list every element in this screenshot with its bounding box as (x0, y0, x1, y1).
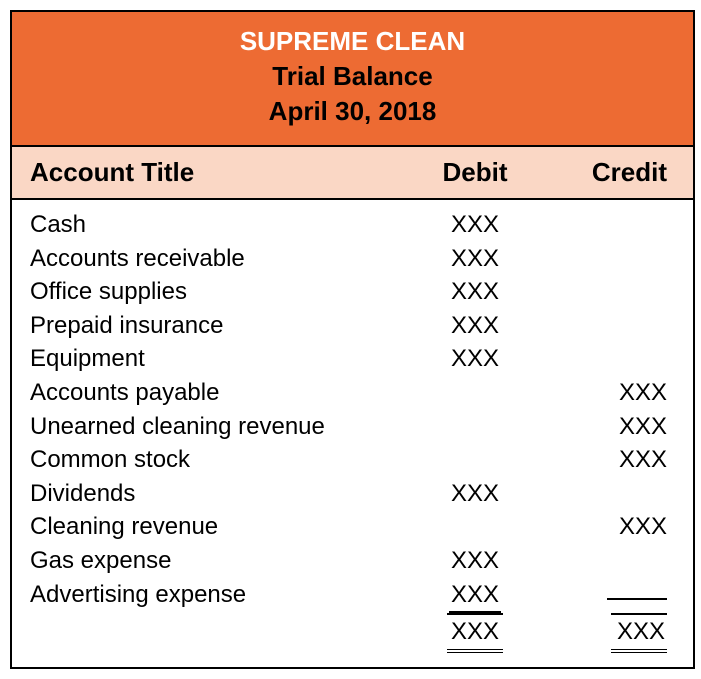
account-title-cell: Cash (12, 208, 400, 242)
totals-title-cell (12, 613, 400, 653)
credit-cell (550, 309, 693, 343)
col-header-credit: Credit (550, 157, 693, 188)
table-row: Accounts payable XXX (12, 376, 693, 410)
rows-body: CashXXXAccounts receivableXXXOffice supp… (12, 200, 693, 667)
totals-debit-cell: XXX (400, 613, 550, 653)
table-row: CashXXX (12, 208, 693, 242)
credit-cell (550, 342, 693, 376)
account-title-cell: Dividends (12, 477, 400, 511)
account-title-cell: Accounts receivable (12, 242, 400, 276)
col-header-debit: Debit (400, 157, 550, 188)
col-header-account: Account Title (12, 157, 400, 188)
debit-cell: XXX (400, 544, 550, 578)
credit-cell (550, 477, 693, 511)
credit-cell (550, 275, 693, 309)
report-title: Trial Balance (22, 61, 683, 92)
credit-cell: XXX (550, 376, 693, 410)
debit-cell: XXX (400, 578, 550, 614)
table-row: Common stock XXX (12, 443, 693, 477)
debit-cell: XXX (400, 242, 550, 276)
table-row: Prepaid insuranceXXX (12, 309, 693, 343)
credit-cell: XXX (550, 443, 693, 477)
debit-cell (400, 376, 550, 410)
account-title-cell: Cleaning revenue (12, 510, 400, 544)
totals-row: XXX XXX (12, 613, 693, 653)
column-headers: Account Title Debit Credit (12, 147, 693, 200)
credit-cell (550, 208, 693, 242)
credit-cell (550, 242, 693, 276)
credit-cell: XXX (550, 510, 693, 544)
table-row: Advertising expense XXX (12, 578, 693, 614)
account-title-cell: Accounts payable (12, 376, 400, 410)
account-title-cell: Common stock (12, 443, 400, 477)
credit-cell (550, 578, 693, 614)
table-row: DividendsXXX (12, 477, 693, 511)
account-title-cell: Office supplies (12, 275, 400, 309)
table-row: Cleaning revenue XXX (12, 510, 693, 544)
debit-cell (400, 510, 550, 544)
debit-cell: XXX (400, 208, 550, 242)
account-title-cell: Equipment (12, 342, 400, 376)
account-title-cell: Prepaid insurance (12, 309, 400, 343)
account-title-cell: Unearned cleaning revenue (12, 410, 400, 444)
report-date: April 30, 2018 (22, 96, 683, 127)
table-row: Office suppliesXXX (12, 275, 693, 309)
debit-cell (400, 410, 550, 444)
debit-cell: XXX (400, 275, 550, 309)
company-name: SUPREME CLEAN (22, 26, 683, 57)
account-title-cell: Advertising expense (12, 578, 400, 614)
debit-cell (400, 443, 550, 477)
debit-total: XXX (447, 613, 503, 653)
credit-cell (550, 544, 693, 578)
account-title-cell: Gas expense (12, 544, 400, 578)
credit-total: XXX (611, 613, 667, 653)
debit-cell: XXX (400, 309, 550, 343)
last-debit-value: XXX (449, 578, 501, 614)
report-header: SUPREME CLEAN Trial Balance April 30, 20… (12, 12, 693, 147)
trial-balance-container: SUPREME CLEAN Trial Balance April 30, 20… (10, 10, 695, 669)
table-row: Accounts receivableXXX (12, 242, 693, 276)
table-row: Gas expenseXXX (12, 544, 693, 578)
table-row: EquipmentXXX (12, 342, 693, 376)
subtotal-rule (607, 598, 667, 602)
debit-cell: XXX (400, 342, 550, 376)
credit-cell: XXX (550, 410, 693, 444)
totals-credit-cell: XXX (550, 613, 693, 653)
table-row: Unearned cleaning revenue XXX (12, 410, 693, 444)
debit-cell: XXX (400, 477, 550, 511)
